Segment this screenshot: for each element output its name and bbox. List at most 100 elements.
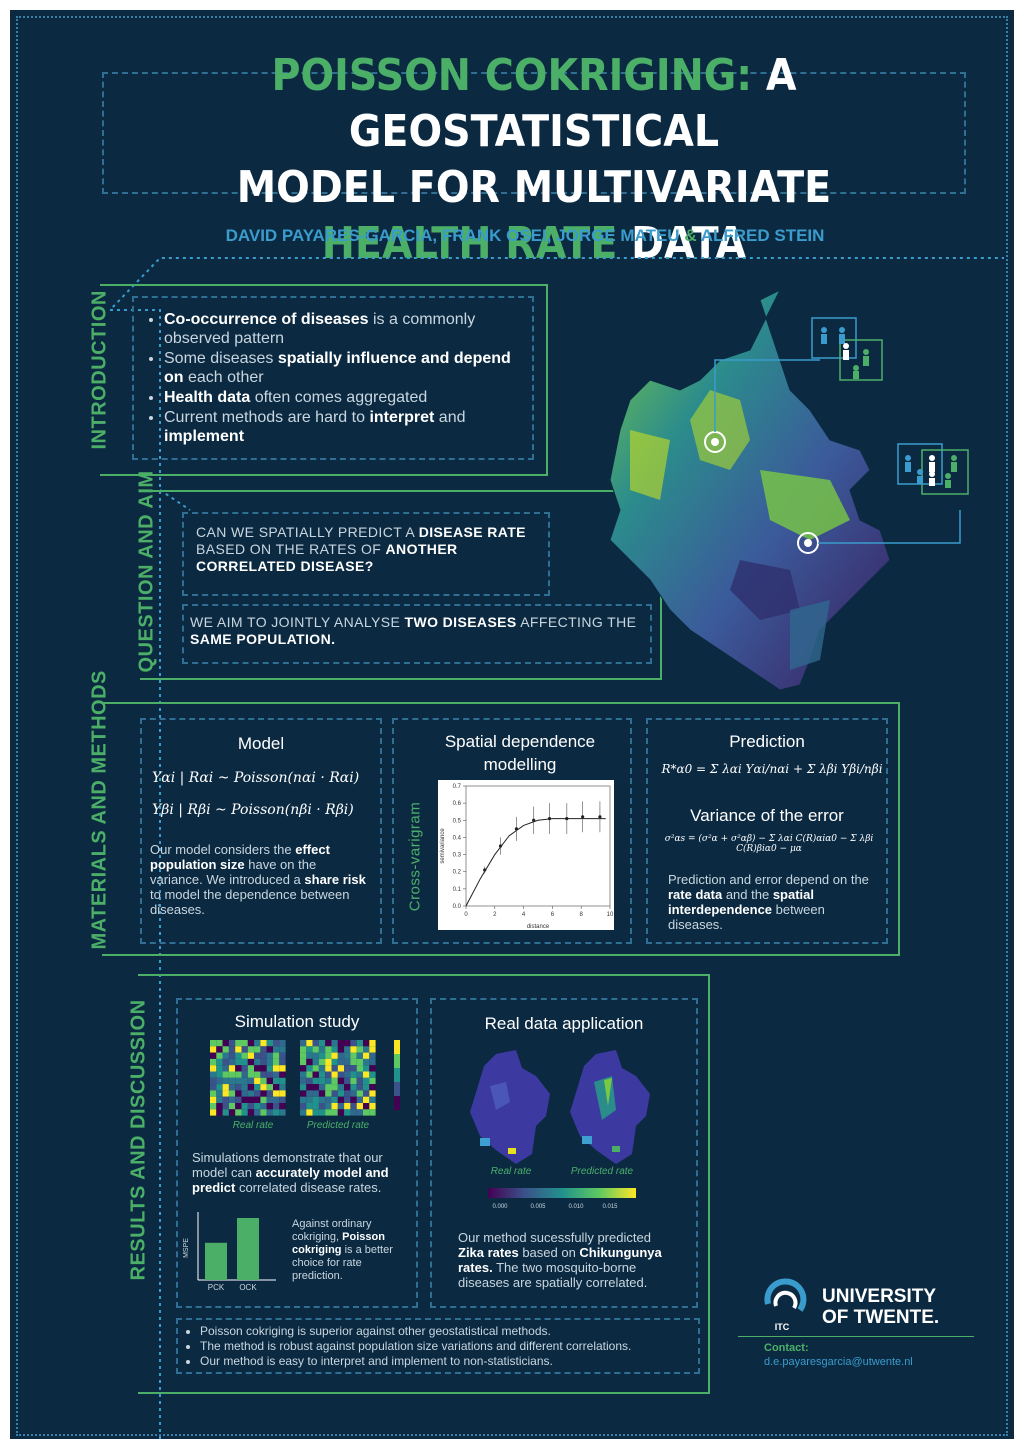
variogram-xlabel: distance [527,924,550,930]
simulation-box [176,998,418,1308]
title-box [102,72,966,194]
colorbar-tick-1: 0.000 [492,1204,508,1210]
section-title-introduction: INTRODUCTION [88,290,111,450]
section-title-methods: MATERIALS AND METHODS [88,670,111,950]
conclusions: Poisson cokriging is superior against ot… [182,1324,694,1369]
mspe-bar-pck [205,1242,227,1280]
intro-bullet-3: Health data often comes aggregated [164,388,526,407]
prediction-equation: R*α0 = Σ λαi Yαi/nαi + Σ λβi Yβi/nβi [661,762,883,776]
people-icon-group-2 [897,443,969,495]
mspe-category-label: PCK [208,1283,225,1292]
cross-variogram-label: Cross-varigram [406,801,424,912]
variogram-x-tick-label: 0 [464,912,468,918]
title-line-2: MODEL FOR MULTIVARIATE [236,162,832,213]
prediction-text: Prediction and error depend on the rate … [668,872,869,932]
mspe-marks: PCK OCK [205,1218,259,1292]
intro-bullet-4: Current methods are hard to interpret an… [164,408,526,446]
conclusion-1: Poisson cokriging is superior against ot… [200,1324,694,1338]
conclusions-box [176,1318,700,1374]
realdata-caption-real: Real rate [490,1166,532,1177]
variogram-point [532,818,536,822]
variogram-x-tick-label: 8 [580,912,584,918]
variogram-y-tick-label: 0.1 [453,887,462,893]
realdata-colorbar: 0.000 0.005 0.010 0.015 [488,1188,636,1210]
methods-frame [102,702,900,956]
variogram-point [581,815,585,819]
variance-heading: Variance of the error [690,806,844,825]
variogram-point [514,827,518,831]
simulation-maps [210,1040,400,1116]
variogram-model-line [465,818,606,907]
question-text: CAN WE SPATIALLY PREDICT A DISEASE RATE … [196,524,526,574]
prediction-box [646,718,888,944]
prediction-heading: Prediction [729,732,805,751]
title-block: POISSON COKRIGING: A GEOSTATISTICAL MODE… [102,48,966,272]
simulation-caption-real: Real rate [232,1120,274,1131]
variogram-y-tick-label: 0.7 [453,784,462,790]
intro-bullet-1: Co-occurrence of diseases is a commonly … [164,310,526,348]
conclusion-2: The method is robust against population … [200,1339,694,1353]
variogram-point [483,868,487,872]
model-box [140,718,382,944]
colorbar-tick-4: 0.015 [602,1204,618,1210]
aim-text: WE AIM TO JOINTLY ANALYSE TWO DISEASES A… [190,614,637,647]
model-text: Our model considers the effect populatio… [150,842,366,917]
simulation-text: Simulations demonstrate that our model c… [192,1150,389,1195]
contact-label: Contact: [764,1342,809,1354]
variogram-y-tick-label: 0.6 [453,801,462,807]
mspe-category-label: OCK [239,1283,257,1292]
mspe-ylabel: MSPE [183,1238,190,1258]
realdata-text: Our method sucessfully predicted Zika ra… [458,1230,662,1290]
spatial-box [392,718,632,944]
realdata-box [430,998,698,1308]
people-icon-group-1 [811,317,883,381]
model-equation-1: Yαi | Rαi ~ Poisson(nαi · Rαi) [152,770,360,786]
mspe-bar-chart: MSPE PCK OCK [183,1212,276,1292]
section-title-question: QUESTION AND AIM [135,470,158,673]
simulation-heading: Simulation study [234,1012,360,1031]
colombia-map [609,288,961,691]
variogram-y-tick-label: 0.4 [453,835,462,841]
intro-frame [100,284,548,476]
intro-bullet-2: Some diseases spatially influence and de… [164,349,526,387]
model-equation-2: Yβi | Rβi ~ Poisson(nβi · Rβi) [152,802,354,818]
variogram-x-tick-label: 4 [522,912,526,918]
realdata-heading: Real data application [484,1014,644,1033]
section-title-results: RESULTS AND DISCUSSION [127,999,150,1281]
simulation-grid-real [210,1040,286,1116]
contact-email[interactable]: d.e.payaresgarcia@utwente.nl [764,1356,913,1368]
simulation-side-text: Against ordinary cokriging, Poisson cokr… [292,1218,393,1282]
variogram-x-tick-label: 10 [607,912,614,918]
itc-logo: ITC [764,1278,807,1332]
simulation-colorbar [394,1040,400,1110]
model-heading: Model [237,734,285,753]
simulation-caption-predicted: Predicted rate [306,1120,370,1131]
results-frame [138,974,710,1394]
variogram-point [547,816,552,821]
poster-frame [16,16,1008,1436]
realdata-maps [470,1050,650,1164]
intro-box [132,296,534,460]
mspe-bar-ock [237,1218,259,1280]
simulation-grid-predicted [300,1040,376,1116]
variogram-y-tick-label: 0.0 [453,904,462,910]
colorbar-tick-3: 0.010 [568,1204,584,1210]
variogram-ylabel: semivariance [440,828,446,864]
variogram-point [565,816,569,821]
colorbar-tick-2: 0.005 [530,1204,546,1210]
variogram-y-tick-label: 0.2 [453,870,462,876]
variogram-x-tick-label: 6 [551,912,555,918]
variogram-y-tick-label: 0.3 [453,853,462,859]
variogram-marks: 0 2 4 6 8 10 0.0 0.1 0.2 0.3 0.4 0.5 0.6 0.7 [453,784,614,918]
conclusion-3: Our method is easy to interpret and impl… [200,1354,694,1368]
variogram-x-tick-label: 2 [493,912,497,918]
realdata-caption-predicted: Predicted rate [570,1166,634,1177]
authors: DAVID PAYARES-GARCIA, FRANK OSEI, JORGE … [225,226,825,245]
aim-box [182,604,652,664]
connector-lines [107,257,1004,1439]
variogram-chart: distance semivariance 0 2 4 6 8 10 0.0 0.1 0.2 0.… [438,780,614,930]
variogram-point [598,815,602,819]
title-line-3: HEALTH RATE DATA [321,218,747,269]
poster: POISSON COKRIGING: A GEOSTATISTICAL MODE… [10,10,1014,1439]
spatial-heading: Spatial dependence modelling [444,732,596,774]
